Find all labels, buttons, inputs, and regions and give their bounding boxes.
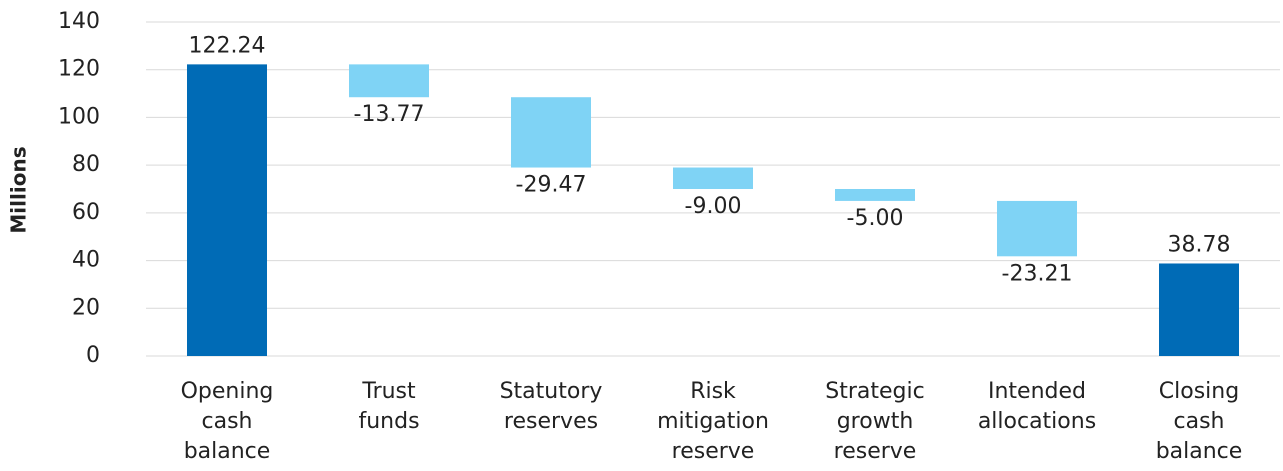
x-tick-label: Trust funds xyxy=(358,379,419,434)
value-label: -13.77 xyxy=(354,102,425,127)
x-tick-label: Risk mitigation reserve xyxy=(657,379,769,464)
x-tick-label: Statutory reserves xyxy=(500,379,603,434)
y-tick-label: 140 xyxy=(58,9,100,34)
bar xyxy=(673,167,753,189)
value-label: -5.00 xyxy=(847,206,904,231)
value-label: 38.78 xyxy=(1168,232,1231,257)
x-tick-label: Closing cash balance xyxy=(1156,379,1243,464)
bar xyxy=(835,189,915,201)
y-tick-label: 120 xyxy=(58,57,100,82)
value-label: 122.24 xyxy=(189,33,266,58)
bar xyxy=(997,200,1077,257)
x-tick-label: Opening cash balance xyxy=(181,379,274,464)
bar xyxy=(1159,263,1239,356)
y-axis-label: Millions xyxy=(7,146,31,233)
y-tick-label: 40 xyxy=(72,248,100,273)
y-tick-label: 60 xyxy=(72,200,100,225)
bar xyxy=(349,64,429,98)
value-label: -23.21 xyxy=(1002,261,1073,286)
value-label: -29.47 xyxy=(516,173,587,198)
y-tick-label: 0 xyxy=(86,343,100,368)
x-tick-label: Strategic growth reserve xyxy=(825,379,924,464)
bar xyxy=(511,97,591,168)
y-tick-label: 20 xyxy=(72,295,100,320)
x-tick-label: Intended allocations xyxy=(978,379,1096,434)
y-tick-label: 100 xyxy=(58,104,100,129)
y-tick-label: 80 xyxy=(72,152,100,177)
bar xyxy=(187,64,267,356)
value-label: -9.00 xyxy=(685,194,742,219)
